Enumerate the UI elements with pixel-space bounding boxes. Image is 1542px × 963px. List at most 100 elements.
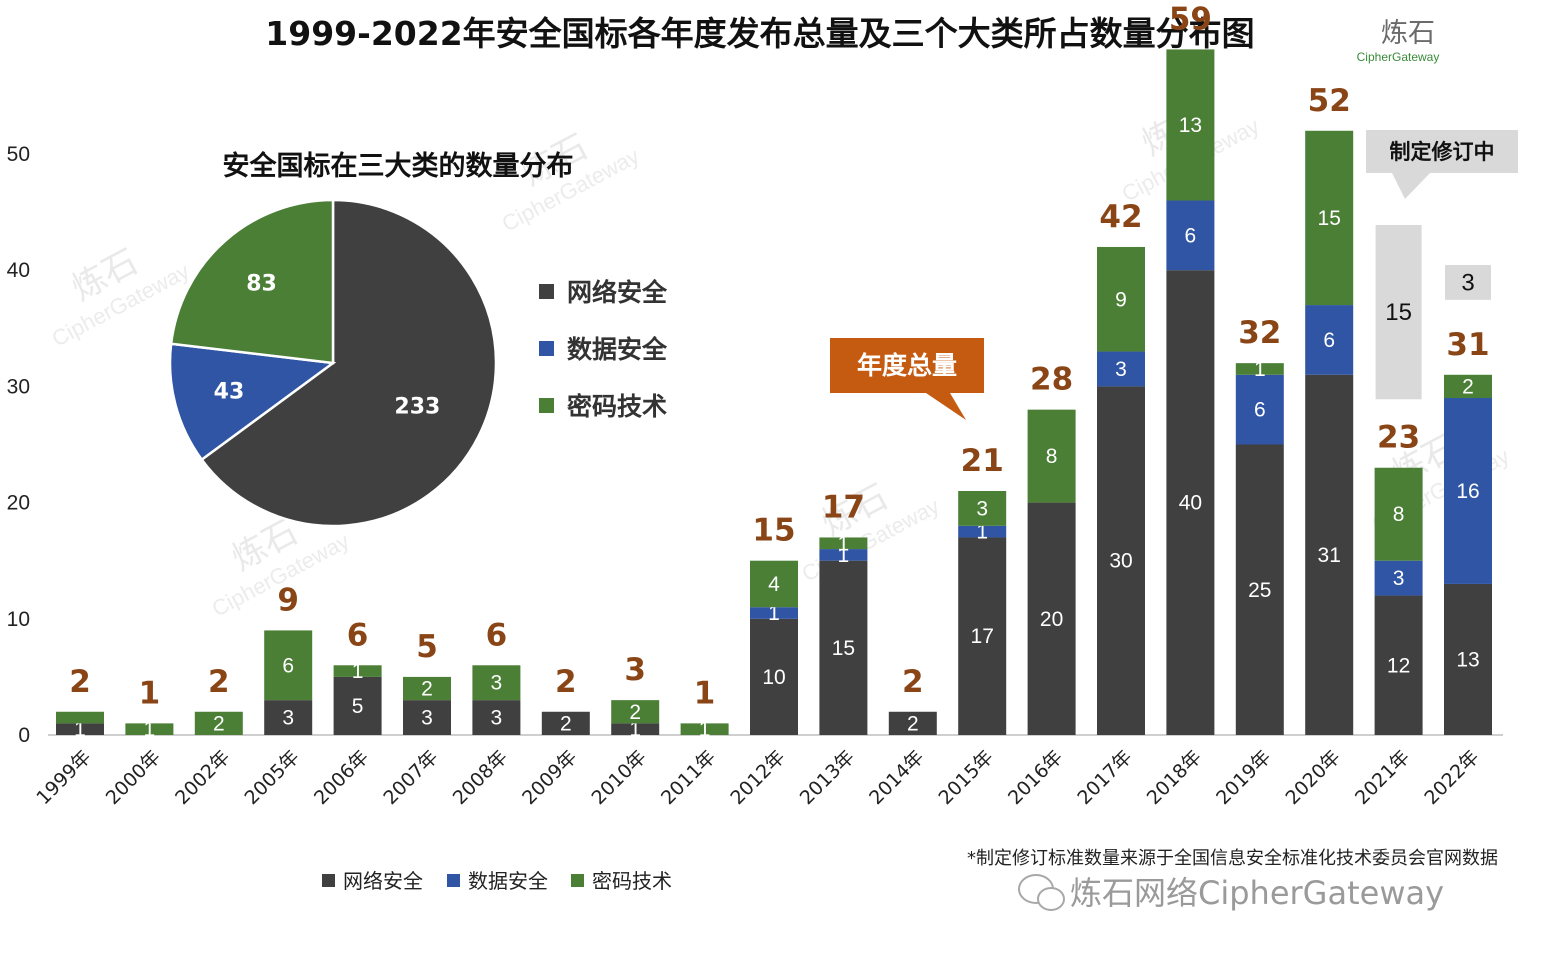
pie-legend-swatch <box>539 398 554 413</box>
bar-segment-network <box>1027 502 1076 735</box>
pie-legend-label: 数据安全 <box>567 335 668 364</box>
chart-title: 1999-2022年安全国标各年度发布总量及三个大类所占数量分布图 <box>265 14 1254 53</box>
bar-segment-network <box>1166 270 1215 735</box>
x-tick-label: 1999年 <box>32 746 95 809</box>
legend-label: 密码技术 <box>592 869 672 893</box>
planned-bar <box>1445 265 1491 300</box>
segment-value-label: 16 <box>1456 480 1479 503</box>
pie-value-label: 233 <box>394 395 440 420</box>
x-tick-label: 2008年 <box>449 746 512 809</box>
callouts: 年度总量 制定修订中 <box>830 130 1518 420</box>
bar-total-label: 42 <box>1099 199 1142 235</box>
x-tick-label: 2010年 <box>588 746 651 809</box>
bar-total-label: 6 <box>486 617 508 653</box>
logo-en: CipherGateway <box>1357 50 1440 64</box>
planned-bar <box>1375 225 1422 400</box>
bar-segment-network <box>750 618 798 735</box>
bar-segment-network <box>264 700 313 735</box>
segment-value-label: 3 <box>491 672 503 695</box>
bar-segment-crypto <box>333 665 382 677</box>
x-tick-label: 2015年 <box>935 746 998 809</box>
bar-total-label: 28 <box>1030 362 1073 398</box>
bar-segment-data <box>1097 351 1145 387</box>
x-tick-label: 2009年 <box>518 746 581 809</box>
pie-legend-swatch <box>539 284 554 299</box>
bar-segment-crypto <box>819 537 868 550</box>
bar-segment-network <box>888 711 937 735</box>
segment-value-label: 4 <box>768 573 780 596</box>
x-tick-label: 2013年 <box>796 746 859 809</box>
pie-legend-label: 密码技术 <box>567 392 667 421</box>
bar-segment-data <box>958 525 1007 538</box>
bar-segment-network <box>56 723 104 735</box>
pie-legend-label: 网络安全 <box>567 278 668 307</box>
y-tick-label: 20 <box>7 492 30 515</box>
bar-segment-network <box>819 560 868 735</box>
pie-value-label: 83 <box>246 272 277 297</box>
segment-value-label: 6 <box>1323 329 1335 352</box>
segment-value-label: 6 <box>1254 399 1266 422</box>
bar-total-label: 1 <box>694 675 716 711</box>
x-axis: 1999年 2000年 2002年 2005年 2006年 2007年 2008年 2009年… <box>32 746 1483 809</box>
x-tick-label: 2022年 <box>1420 746 1483 809</box>
bar-total-label: 9 <box>277 582 299 618</box>
legend-label: 网络安全 <box>343 869 423 893</box>
segment-value-label: 17 <box>971 625 994 648</box>
segment-value-label: 3 <box>1393 567 1405 590</box>
segment-value-label: 6 <box>282 654 294 677</box>
segment-value-label: 2 <box>907 712 919 735</box>
bar-segment-crypto <box>1166 49 1215 201</box>
bar-segment-crypto <box>1027 409 1076 503</box>
bar-segment-crypto <box>1097 246 1145 352</box>
x-tick-label: 2012年 <box>726 746 789 809</box>
segment-value-label: 31 <box>1318 544 1341 567</box>
legend-swatch <box>571 874 584 887</box>
bar-total-label: 3 <box>624 652 646 688</box>
segment-value-label: 25 <box>1248 579 1271 602</box>
x-tick-label: 2021年 <box>1351 746 1414 809</box>
x-tick-label: 2006年 <box>310 746 373 809</box>
bar-total-label: 23 <box>1377 420 1420 456</box>
segment-value-label: 1 <box>629 718 641 741</box>
bar-segment-network <box>1305 374 1354 735</box>
segment-value-label: 9 <box>1115 288 1127 311</box>
bar-segment-crypto <box>403 676 451 701</box>
bar-segment-crypto <box>1235 363 1284 375</box>
bar-segment-network <box>1235 444 1284 735</box>
segment-value-label: 13 <box>1456 648 1479 671</box>
bar-segment-network <box>1444 583 1492 735</box>
legend-swatch <box>322 874 335 887</box>
bar-segment-network <box>1374 595 1423 735</box>
bar-segment-crypto <box>1305 130 1354 306</box>
x-tick-label: 2007年 <box>379 746 442 809</box>
x-tick-label: 2020年 <box>1282 746 1345 809</box>
x-tick-label: 2018年 <box>1143 746 1206 809</box>
bar-segment-network <box>472 700 521 735</box>
footnote: *制定修订标准数量来源于全国信息安全标准化技术委员会官网数据 <box>967 848 1498 869</box>
wechat-icon <box>1018 874 1065 911</box>
bar-segment-data <box>1305 305 1354 375</box>
segment-value-label: 3 <box>282 707 294 730</box>
bar-total-label: 15 <box>752 513 795 549</box>
x-tick-label: 2005年 <box>241 746 304 809</box>
bar-total-label: 2 <box>69 664 91 700</box>
bar-total-label: 32 <box>1238 315 1281 351</box>
bar-total-label: 52 <box>1308 83 1351 119</box>
callout-planned-box <box>1366 130 1518 199</box>
segment-value-label: 2 <box>213 712 225 735</box>
logo: 炼石 CipherGateway <box>1357 18 1440 64</box>
y-tick-label: 10 <box>7 608 30 631</box>
legend-swatch <box>447 874 460 887</box>
bar-segment-crypto <box>680 723 729 735</box>
bar-segment-crypto <box>611 700 660 724</box>
callout-total-label: 年度总量 <box>857 351 957 380</box>
bar-segment-network <box>958 537 1007 735</box>
segment-value-label: 15 <box>1318 207 1341 230</box>
bar-segment-data <box>819 549 868 561</box>
segment-value-label: 8 <box>1393 503 1405 526</box>
bar-segment-crypto <box>472 665 521 701</box>
bar-segment-network <box>541 711 590 735</box>
